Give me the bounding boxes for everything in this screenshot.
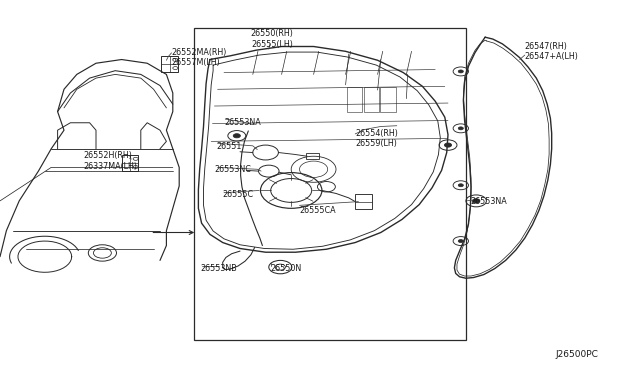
Text: 26547(RH)
26547+A(LH): 26547(RH) 26547+A(LH): [525, 42, 579, 61]
Text: 26553NB: 26553NB: [200, 264, 237, 273]
Circle shape: [444, 143, 452, 147]
Text: 26555C: 26555C: [222, 190, 253, 199]
Text: 26550N: 26550N: [270, 264, 301, 273]
Text: 26551: 26551: [216, 142, 242, 151]
Bar: [380, 87, 396, 112]
Bar: [364, 87, 379, 112]
Text: 26555CA: 26555CA: [300, 206, 336, 215]
Bar: [122, 155, 138, 171]
Text: 26552H(RH)
26337MA(LH): 26552H(RH) 26337MA(LH): [83, 151, 137, 171]
Bar: [194, 28, 466, 340]
Circle shape: [458, 240, 463, 243]
Bar: [161, 56, 178, 72]
Text: 26550(RH)
26555(LH): 26550(RH) 26555(LH): [251, 29, 293, 49]
Bar: [355, 194, 372, 209]
Text: 26553NA: 26553NA: [470, 198, 507, 206]
Text: 26553NC: 26553NC: [214, 165, 252, 174]
Circle shape: [458, 70, 463, 73]
Text: 26553NA: 26553NA: [224, 118, 260, 126]
Text: J26500PC: J26500PC: [556, 350, 598, 359]
Circle shape: [472, 199, 480, 203]
Text: 26552MA(RH)
26557M(LH): 26552MA(RH) 26557M(LH): [172, 48, 227, 67]
Bar: [306, 153, 319, 159]
Bar: [347, 87, 362, 112]
Circle shape: [233, 134, 241, 138]
Circle shape: [458, 127, 463, 130]
Circle shape: [458, 184, 463, 187]
Text: 26554(RH)
26559(LH): 26554(RH) 26559(LH): [355, 129, 398, 148]
